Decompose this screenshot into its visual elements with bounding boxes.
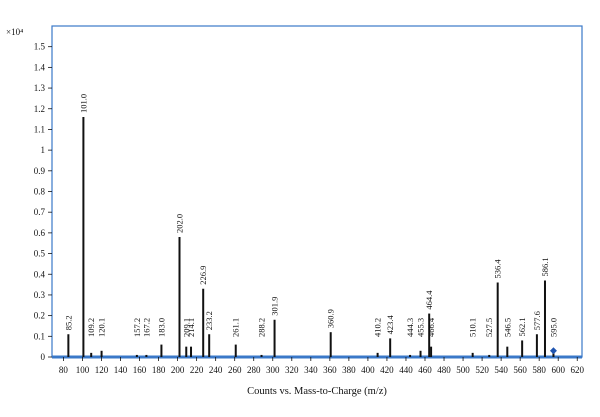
x-tick-label: 360 bbox=[323, 365, 337, 375]
y-tick-label: 1 bbox=[41, 145, 46, 155]
y-tick-label: 1.4 bbox=[34, 62, 46, 72]
peak-label: 455.3 bbox=[416, 318, 426, 337]
y-tick-label: 0.8 bbox=[34, 187, 46, 197]
peak-label: 546.5 bbox=[502, 318, 512, 337]
x-tick-label: 440 bbox=[399, 365, 413, 375]
peak-label: 288.2 bbox=[257, 318, 267, 337]
y-tick-label: 1.5 bbox=[34, 42, 46, 52]
peak-label: 214.1 bbox=[186, 318, 196, 337]
x-tick-label: 220 bbox=[190, 365, 204, 375]
peak-label: 510.1 bbox=[468, 318, 478, 337]
end-marker-icon bbox=[549, 347, 557, 355]
x-tick-label: 540 bbox=[494, 365, 508, 375]
y-tick-label: 0.5 bbox=[34, 249, 46, 259]
y-tick-label: 1.1 bbox=[34, 124, 45, 134]
x-tick-label: 80 bbox=[59, 365, 69, 375]
y-multiplier-label: ×10⁴ bbox=[6, 27, 23, 37]
x-axis: 80 100 120 140 160 180 200 220 240 260 280 300 320 34… bbox=[59, 357, 584, 375]
x-tick-label: 400 bbox=[361, 365, 375, 375]
x-tick-label: 140 bbox=[114, 365, 128, 375]
y-tick-label: 0.1 bbox=[34, 331, 45, 341]
x-tick-label: 520 bbox=[475, 365, 489, 375]
x-tick-label: 560 bbox=[513, 365, 527, 375]
peak-label: 261.1 bbox=[231, 318, 241, 337]
x-tick-label: 500 bbox=[456, 365, 470, 375]
x-tick-label: 200 bbox=[171, 365, 185, 375]
x-tick-label: 320 bbox=[285, 365, 299, 375]
x-tick-label: 180 bbox=[152, 365, 166, 375]
y-tick-label: 1.2 bbox=[34, 104, 45, 114]
x-tick-label: 480 bbox=[437, 365, 451, 375]
y-tick-label: 0.7 bbox=[34, 207, 46, 217]
y-tick-label: 0.2 bbox=[34, 311, 45, 321]
x-tick-label: 460 bbox=[418, 365, 432, 375]
peak-label: 527.5 bbox=[484, 318, 494, 337]
peak-label: 233.2 bbox=[204, 311, 214, 330]
peak-label: 464.4 bbox=[424, 290, 434, 310]
x-tick-label: 420 bbox=[380, 365, 394, 375]
peak-label: 466.4 bbox=[426, 317, 436, 337]
y-axis: 0 0.1 0.2 0.3 0.4 0.5 0.6 0.7 0.8 0.9 1 1.1 1.2 1.3 1.… bbox=[34, 42, 52, 362]
x-tick-label: 100 bbox=[76, 365, 90, 375]
peak-label: 167.2 bbox=[141, 318, 151, 337]
y-tick-label: 1.3 bbox=[34, 83, 46, 93]
x-tick-label: 120 bbox=[95, 365, 109, 375]
y-tick-label: 0 bbox=[41, 352, 46, 362]
peak-label: 536.4 bbox=[493, 259, 503, 279]
peak-label: 410.2 bbox=[373, 318, 383, 337]
peak-label: 101.0 bbox=[78, 94, 88, 113]
peak-label: 209.1 bbox=[181, 318, 191, 337]
x-tick-label: 260 bbox=[228, 365, 242, 375]
peak-label: 562.1 bbox=[517, 317, 527, 336]
x-tick-label: 300 bbox=[266, 365, 280, 375]
peak-label: 577.6 bbox=[532, 311, 542, 330]
peak-label: 120.1 bbox=[97, 318, 107, 337]
spectrum-peaks bbox=[67, 117, 557, 357]
x-tick-label: 160 bbox=[133, 365, 147, 375]
peak-label: 85.2 bbox=[63, 315, 73, 330]
x-tick-label: 340 bbox=[304, 365, 318, 375]
peak-label: 423.4 bbox=[385, 315, 395, 335]
peak-label: 595.0 bbox=[548, 318, 558, 337]
y-tick-label: 0.6 bbox=[34, 228, 46, 238]
x-tick-label: 380 bbox=[342, 365, 356, 375]
y-tick-label: 0.3 bbox=[34, 290, 46, 300]
peak-label: 444.3 bbox=[405, 318, 415, 337]
peak-label: 586.1 bbox=[540, 257, 550, 276]
peak-label: 226.9 bbox=[198, 266, 208, 285]
x-tick-label: 620 bbox=[570, 365, 584, 375]
x-tick-label: 240 bbox=[209, 365, 223, 375]
peak-label: 360.9 bbox=[326, 309, 336, 328]
peak-label: 157.2 bbox=[132, 318, 142, 337]
x-tick-label: 280 bbox=[247, 365, 261, 375]
peak-label: 183.0 bbox=[156, 318, 166, 337]
peak-label: 109.2 bbox=[86, 318, 96, 337]
x-axis-title: Counts vs. Mass-to-Charge (m/z) bbox=[247, 386, 387, 397]
y-tick-label: 0.9 bbox=[34, 166, 46, 176]
x-tick-label: 580 bbox=[532, 365, 546, 375]
peak-label: 301.9 bbox=[270, 297, 280, 316]
y-tick-label: 0.4 bbox=[34, 269, 46, 279]
peak-label: 202.0 bbox=[175, 214, 185, 233]
x-tick-label: 600 bbox=[551, 365, 565, 375]
peak-labels: 85.2 101.0 109.2 120.1 157.2 167.2 183.0 202.0 2… bbox=[63, 94, 558, 337]
